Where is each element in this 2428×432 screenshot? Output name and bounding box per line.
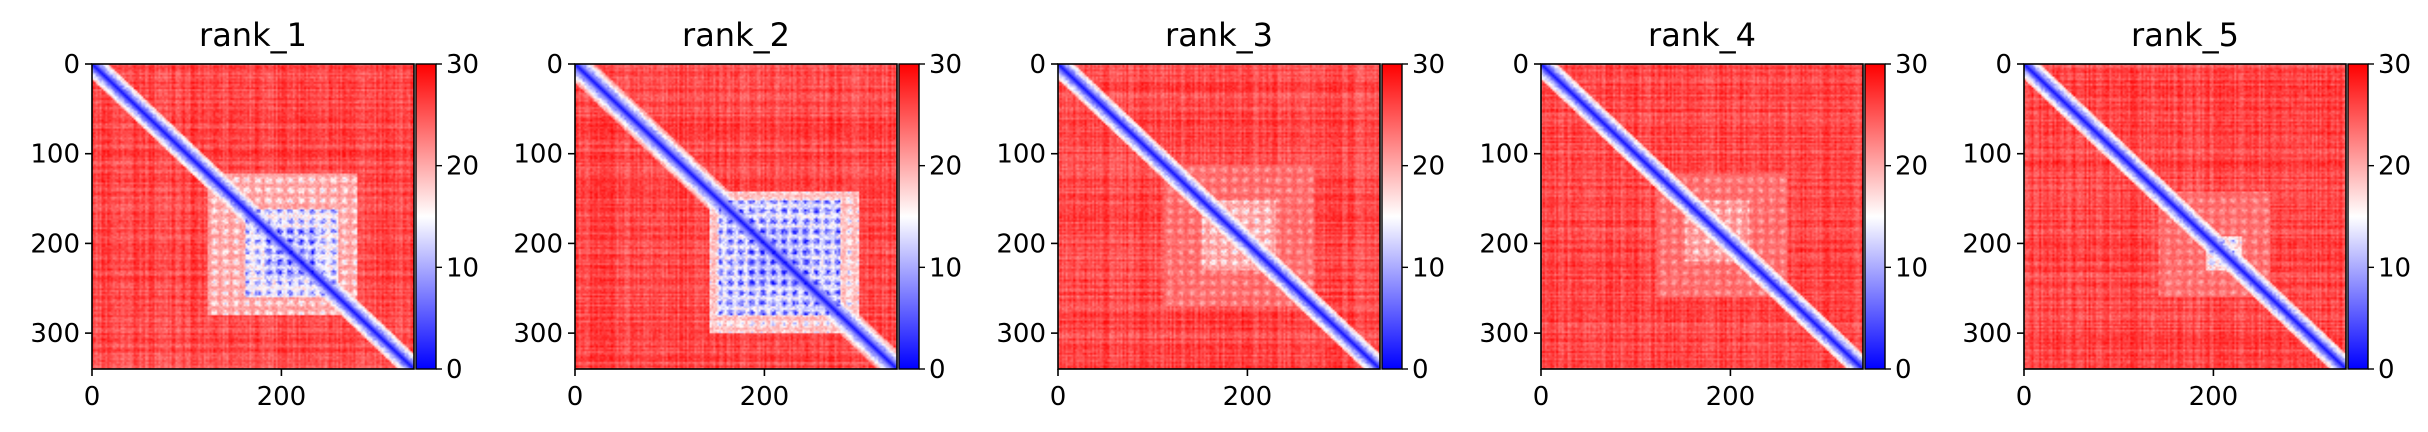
colorbar	[1864, 63, 1886, 370]
x-tick-label: 200	[2189, 382, 2239, 412]
panel-svg: rank_4 0 100 200 300 0 200 0 10 20 30	[1479, 16, 1928, 412]
colorbar-tick-label: 0	[1412, 355, 1429, 385]
colorbar-tick-label: 30	[1895, 50, 1928, 80]
colorbar	[898, 63, 920, 370]
colorbar-tick-label: 30	[1412, 50, 1445, 80]
panel-title: rank_4	[1648, 16, 1756, 54]
colorbar-tick-label: 0	[929, 355, 946, 385]
colorbar	[1381, 63, 1403, 370]
x-tick-label: 0	[2016, 382, 2033, 412]
x-tick-label: 200	[740, 382, 790, 412]
heatmap-image	[92, 64, 414, 369]
heatmap-frame	[1540, 63, 1864, 370]
x-tick-label: 200	[257, 382, 307, 412]
panel-svg: rank_5 0 100 200 300 0 200 0 10 20 30	[1962, 16, 2411, 412]
x-tick-label: 0	[1533, 382, 1550, 412]
colorbar	[2347, 63, 2369, 370]
heatmap-frame	[1057, 63, 1381, 370]
panel-title: rank_3	[1165, 16, 1273, 54]
panel-svg: rank_1 0 100 200 300 0 200 0 10 20 30	[30, 16, 479, 412]
y-tick-label: 0	[63, 50, 80, 80]
x-tick-label: 0	[1050, 382, 1067, 412]
y-tick-label: 0	[1995, 50, 2012, 80]
colorbar-tick-label: 30	[929, 50, 962, 80]
heatmap-image	[1541, 64, 1863, 369]
colorbar-tick-label: 10	[1895, 253, 1928, 283]
panel-svg: rank_3 0 100 200 300 0 200 0 10 20 30	[996, 16, 1445, 412]
y-tick-label: 100	[1962, 140, 2012, 170]
contact-map-panel-5: rank_5 0 100 200 300 0 200 0 10 20 30	[1932, 0, 2412, 432]
colorbar-tick-label: 10	[446, 253, 479, 283]
heatmap-image	[1058, 64, 1380, 369]
y-tick-label: 300	[1479, 319, 1529, 349]
y-tick-label: 0	[1512, 50, 1529, 80]
y-tick-label: 0	[1029, 50, 1046, 80]
colorbar-tick-label: 10	[929, 253, 962, 283]
colorbar-tick-label: 20	[2378, 152, 2411, 182]
colorbar-tick-label: 0	[2378, 355, 2395, 385]
colorbar-tick-label: 20	[929, 152, 962, 182]
panel-title: rank_5	[2131, 16, 2239, 54]
y-tick-label: 0	[546, 50, 563, 80]
heatmap-frame	[91, 63, 415, 370]
y-tick-label: 200	[1962, 229, 2012, 259]
contact-map-panel-1: rank_1 0 100 200 300 0 200 0 10 20 30	[0, 0, 480, 432]
y-tick-label: 300	[996, 319, 1046, 349]
colorbar-tick-label: 20	[1895, 152, 1928, 182]
y-tick-label: 100	[1479, 140, 1529, 170]
contact-map-panel-4: rank_4 0 100 200 300 0 200 0 10 20 30	[1449, 0, 1929, 432]
y-tick-label: 100	[513, 140, 563, 170]
x-tick-label: 0	[567, 382, 584, 412]
y-tick-label: 200	[1479, 229, 1529, 259]
y-tick-label: 200	[30, 229, 80, 259]
y-tick-label: 300	[513, 319, 563, 349]
colorbar-tick-label: 0	[1895, 355, 1912, 385]
x-tick-label: 0	[84, 382, 101, 412]
colorbar-tick-label: 10	[1412, 253, 1445, 283]
heatmap-frame	[574, 63, 898, 370]
colorbar-tick-label: 20	[446, 152, 479, 182]
y-tick-label: 200	[513, 229, 563, 259]
colorbar-tick-label: 0	[446, 355, 463, 385]
y-tick-label: 300	[1962, 319, 2012, 349]
y-tick-label: 100	[30, 140, 80, 170]
panel-title: rank_2	[682, 16, 790, 54]
x-tick-label: 200	[1706, 382, 1756, 412]
contact-map-panel-2: rank_2 0 100 200 300 0 200 0 10 20 30	[483, 0, 963, 432]
heatmap-image	[2024, 64, 2346, 369]
x-tick-label: 200	[1223, 382, 1273, 412]
panel-svg: rank_2 0 100 200 300 0 200 0 10 20 30	[513, 16, 962, 412]
y-tick-label: 300	[30, 319, 80, 349]
colorbar	[415, 63, 437, 370]
panel-title: rank_1	[199, 16, 307, 54]
colorbar-tick-label: 30	[2378, 50, 2411, 80]
y-tick-label: 200	[996, 229, 1046, 259]
contact-map-panel-3: rank_3 0 100 200 300 0 200 0 10 20 30	[966, 0, 1446, 432]
heatmap-frame	[2023, 63, 2347, 370]
colorbar-tick-label: 30	[446, 50, 479, 80]
colorbar-tick-label: 20	[1412, 152, 1445, 182]
colorbar-tick-label: 10	[2378, 253, 2411, 283]
heatmap-image	[575, 64, 897, 369]
y-tick-label: 100	[996, 140, 1046, 170]
